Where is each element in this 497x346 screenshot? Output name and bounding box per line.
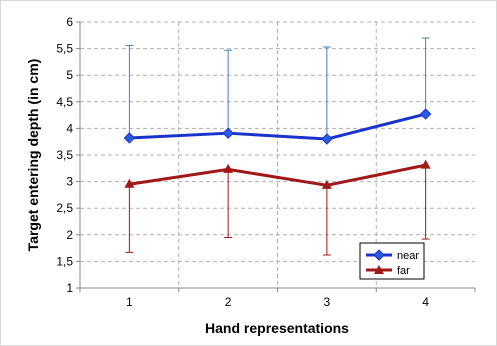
legend-marker-near: [373, 249, 385, 261]
data-point-far: [321, 179, 332, 189]
data-point-near: [419, 108, 432, 120]
x-ticks: 1 2 3 4: [79, 288, 476, 309]
series-line-far: [129, 163, 426, 187]
y-axis-title: Target entering depth (in cm): [25, 59, 41, 252]
y-tick-label: 2,5: [56, 201, 73, 215]
data-point-near: [222, 127, 234, 139]
y-tick-label: 3,5: [56, 148, 73, 162]
y-tick-label: 4: [66, 121, 73, 135]
y-tick-label: 1: [66, 281, 73, 295]
x-tick-label: 3: [324, 295, 331, 309]
y-tick-label: 1,5: [56, 254, 73, 268]
legend-box: [359, 242, 425, 280]
y-tick-label: 4,5: [56, 95, 73, 109]
y-tick-label: 3: [66, 175, 73, 189]
y-ticks: 1 1,5 2 2,5 3 3,5 4 4,5 5 5,5 6: [56, 15, 80, 295]
error-bars: [125, 37, 430, 256]
data-point-near: [123, 132, 136, 144]
series-line-near: [129, 112, 426, 141]
y-tick-label: 5: [66, 68, 73, 82]
data-point-far: [420, 159, 431, 169]
data-point-far: [223, 163, 234, 173]
x-tick-label: 4: [422, 295, 429, 309]
legend-label-near: near: [397, 250, 419, 262]
series-markers: [123, 108, 432, 189]
y-tick-label: 5,5: [56, 42, 73, 56]
data-point-far: [124, 178, 135, 188]
y-tick-label: 2: [66, 228, 73, 242]
data-point-near: [321, 133, 333, 145]
legend: near far: [359, 242, 425, 280]
x-tick-label: 2: [225, 295, 232, 309]
legend-label-far: far: [397, 265, 410, 277]
x-axis-title: Hand representations: [205, 320, 349, 336]
legend-marker-far: [374, 265, 384, 274]
series-lines: [129, 112, 426, 187]
x-tick-label: 1: [126, 295, 133, 309]
y-tick-label: 6: [66, 15, 73, 29]
